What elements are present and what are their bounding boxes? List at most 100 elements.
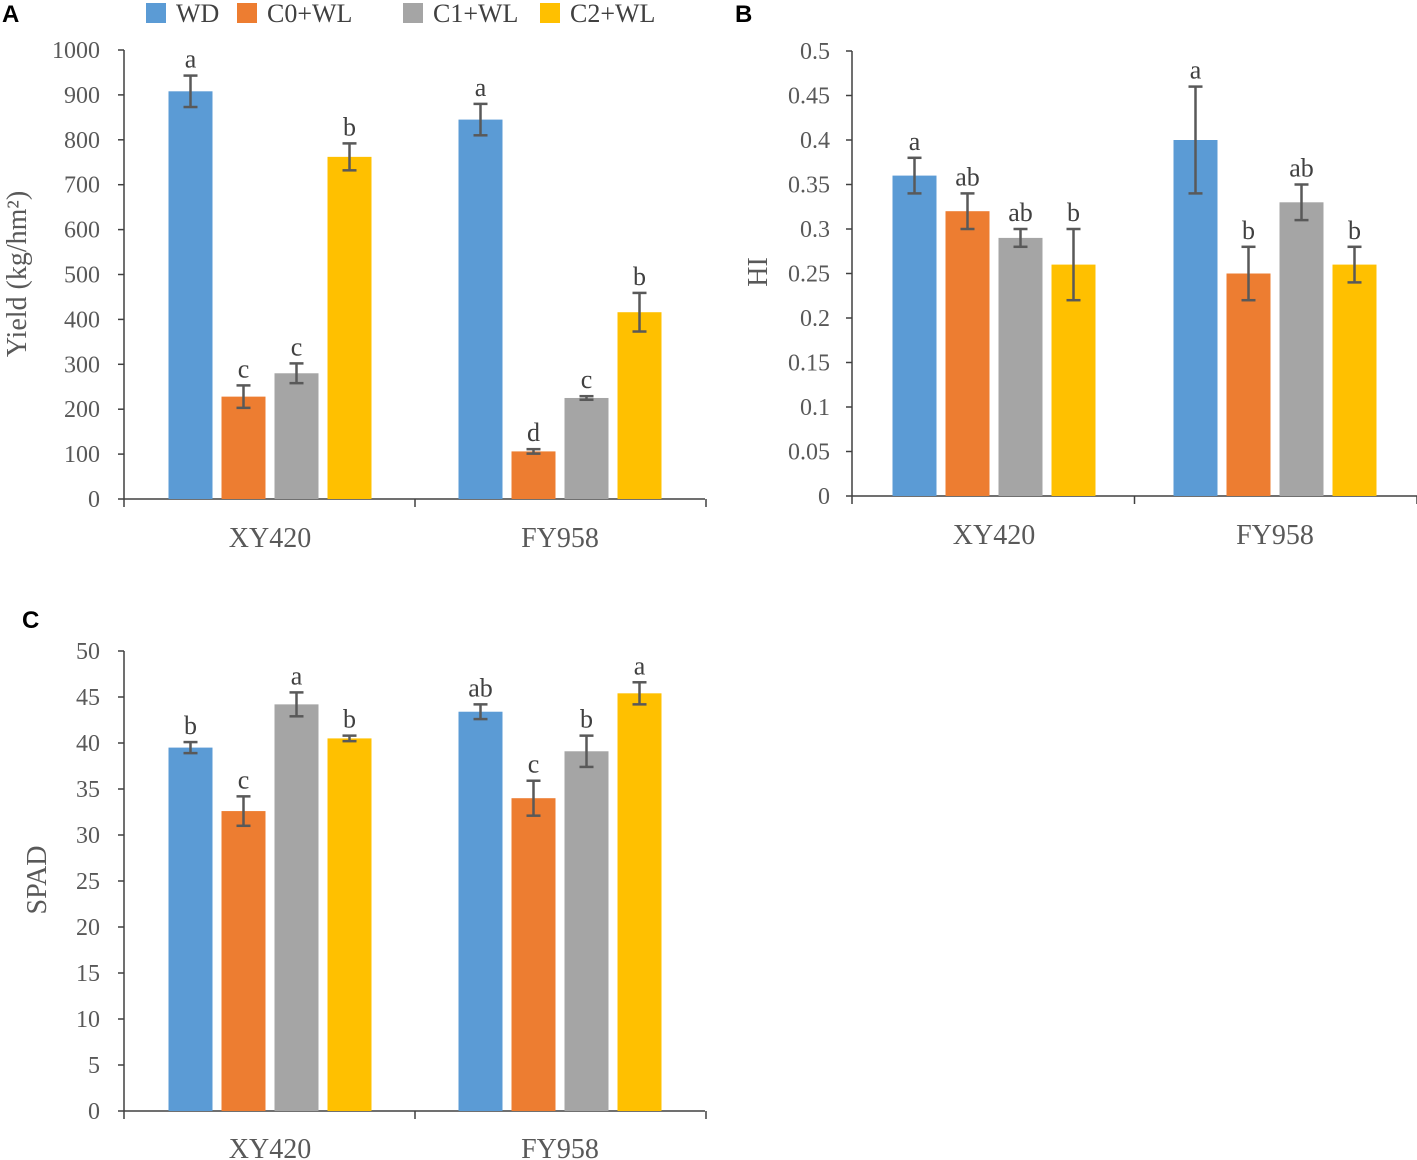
significance-letter: ab xyxy=(1008,198,1033,227)
panel-letter-c: C xyxy=(22,607,39,634)
significance-letter: b xyxy=(1348,216,1361,245)
significance-letter: c xyxy=(528,750,540,779)
y-tick-label: 0.4 xyxy=(800,128,830,154)
bar-wd-xy420 xyxy=(892,175,937,496)
significance-letter: a xyxy=(291,661,303,690)
y-tick-label: 200 xyxy=(64,397,100,423)
y-tick-label: 0.15 xyxy=(788,351,830,377)
y-tick-label: 15 xyxy=(76,961,100,987)
y-tick-label: 0.5 xyxy=(800,39,830,65)
y-tick-label: 500 xyxy=(64,263,100,289)
bar-c1wl-xy420 xyxy=(998,237,1043,496)
error-bar xyxy=(183,740,198,755)
error-bar xyxy=(473,703,488,721)
significance-letter: a xyxy=(185,45,197,74)
significance-letter: c xyxy=(581,365,593,394)
significance-letter: c xyxy=(291,332,303,361)
panel-b-hi: 0 0.05 0.1 0.15 0.2 0.25 0.3 0.35 0.4 0.45 0.5 XY42… xyxy=(788,39,1417,551)
bar-c0wl-xy420 xyxy=(221,396,266,499)
error-bar xyxy=(342,142,357,172)
legend-swatch-wd xyxy=(146,3,166,23)
y-tick-label: 35 xyxy=(76,777,100,803)
error-bar xyxy=(1241,245,1256,302)
y-tick-label: 5 xyxy=(88,1053,100,1079)
bar-c0wl-fy958 xyxy=(511,451,556,499)
y-tick-label: 10 xyxy=(76,1007,100,1033)
y-tick-label: 20 xyxy=(76,915,100,941)
y-tick-label: 300 xyxy=(64,352,100,378)
y-tick-label: 0.35 xyxy=(788,173,830,199)
error-bar xyxy=(1188,85,1203,195)
bar-wd-fy958 xyxy=(1173,140,1218,496)
bar-c2wl-fy958 xyxy=(1332,264,1377,496)
error-bar xyxy=(473,102,488,137)
bar-c2wl-xy420 xyxy=(327,738,372,1111)
y-axis-title-b: HI xyxy=(743,257,774,287)
y-tick-label: 0.3 xyxy=(800,217,830,243)
significance-letter: a xyxy=(1190,56,1202,85)
bar-wd-xy420 xyxy=(168,747,213,1111)
error-bar xyxy=(960,192,975,231)
category-label: XY420 xyxy=(229,523,311,554)
y-tick-label: 40 xyxy=(76,731,100,757)
error-bar xyxy=(289,691,304,718)
y-tick-label: 30 xyxy=(76,823,100,849)
category-label: FY958 xyxy=(1236,520,1314,551)
error-bar xyxy=(526,779,541,817)
error-bar xyxy=(632,291,647,333)
y-tick-label: 0.05 xyxy=(788,440,830,466)
significance-letter: b xyxy=(633,262,646,291)
error-bar xyxy=(579,394,594,402)
error-bar xyxy=(1294,183,1309,222)
significance-letter: ab xyxy=(955,162,980,191)
y-tick-label: 25 xyxy=(76,869,100,895)
legend-swatch-c2wl xyxy=(540,3,560,23)
y-axis-title-c: SPAD xyxy=(22,845,53,914)
category-label: XY420 xyxy=(953,520,1035,551)
bar-c2wl-fy958 xyxy=(617,312,662,499)
y-tick-label: 0.25 xyxy=(788,262,830,288)
significance-letter: b xyxy=(184,711,197,740)
significance-letter: c xyxy=(238,354,250,383)
error-bar xyxy=(1013,227,1028,249)
significance-letter: b xyxy=(343,705,356,734)
significance-letter: b xyxy=(1067,198,1080,227)
bar-c1wl-fy958 xyxy=(564,751,609,1111)
panel-letter-a: A xyxy=(2,1,19,28)
legend-label-c0wl: C0+WL xyxy=(267,0,352,28)
legend: WD C0+WL C1+WL C2+WL xyxy=(146,0,655,28)
error-bar xyxy=(632,681,647,706)
bar-c1wl-fy958 xyxy=(564,397,609,499)
legend-swatch-c0wl xyxy=(237,3,257,23)
bar-c2wl-fy958 xyxy=(617,693,662,1111)
error-bar xyxy=(526,447,541,455)
y-tick-label: 600 xyxy=(64,218,100,244)
category-label: XY420 xyxy=(229,1134,311,1160)
significance-letter: a xyxy=(475,73,487,102)
significance-letter: d xyxy=(527,418,540,447)
bar-c0wl-xy420 xyxy=(221,811,266,1111)
bar-c2wl-xy420 xyxy=(1051,264,1096,496)
y-tick-label: 0 xyxy=(818,484,830,510)
y-tick-label: 50 xyxy=(76,639,100,665)
error-bar xyxy=(1066,227,1081,302)
error-bar xyxy=(183,74,198,109)
y-tick-label: 800 xyxy=(64,128,100,154)
y-tick-label: 45 xyxy=(76,685,100,711)
error-bar xyxy=(1347,245,1362,284)
significance-letter: a xyxy=(634,651,646,680)
error-bar xyxy=(579,734,594,769)
legend-label-c2wl: C2+WL xyxy=(570,0,655,28)
error-bar xyxy=(289,362,304,385)
y-tick-label: 400 xyxy=(64,307,100,333)
bar-wd-fy958 xyxy=(458,711,503,1111)
significance-letter: a xyxy=(909,127,921,156)
y-tick-label: 900 xyxy=(64,83,100,109)
legend-label-wd: WD xyxy=(176,0,219,28)
error-bar xyxy=(907,156,922,195)
bar-wd-fy958 xyxy=(458,119,503,499)
error-bar xyxy=(236,384,251,410)
bar-c2wl-xy420 xyxy=(327,156,372,499)
